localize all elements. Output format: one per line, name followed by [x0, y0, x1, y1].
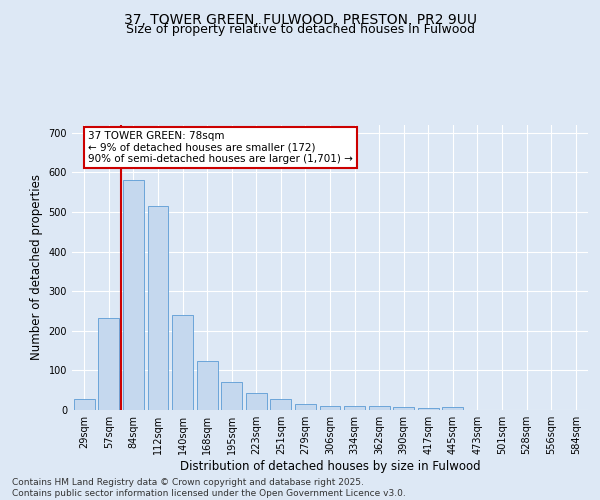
Text: Size of property relative to detached houses in Fulwood: Size of property relative to detached ho…: [125, 22, 475, 36]
Bar: [98, 318, 119, 410]
Bar: [393, 407, 414, 410]
Bar: [320, 406, 340, 410]
Bar: [123, 180, 144, 410]
Bar: [221, 382, 242, 410]
Bar: [418, 408, 439, 410]
Bar: [271, 400, 292, 410]
Bar: [295, 404, 316, 410]
Text: 37 TOWER GREEN: 78sqm
← 9% of detached houses are smaller (172)
90% of semi-deta: 37 TOWER GREEN: 78sqm ← 9% of detached h…: [88, 131, 353, 164]
X-axis label: Distribution of detached houses by size in Fulwood: Distribution of detached houses by size …: [179, 460, 481, 473]
Bar: [344, 406, 365, 410]
Bar: [368, 406, 389, 410]
Text: 37, TOWER GREEN, FULWOOD, PRESTON, PR2 9UU: 37, TOWER GREEN, FULWOOD, PRESTON, PR2 9…: [124, 12, 476, 26]
Bar: [148, 206, 169, 410]
Bar: [442, 407, 463, 410]
Bar: [74, 399, 95, 410]
Bar: [172, 315, 193, 410]
Bar: [246, 393, 267, 410]
Y-axis label: Number of detached properties: Number of detached properties: [30, 174, 43, 360]
Text: Contains HM Land Registry data © Crown copyright and database right 2025.
Contai: Contains HM Land Registry data © Crown c…: [12, 478, 406, 498]
Bar: [197, 360, 218, 410]
